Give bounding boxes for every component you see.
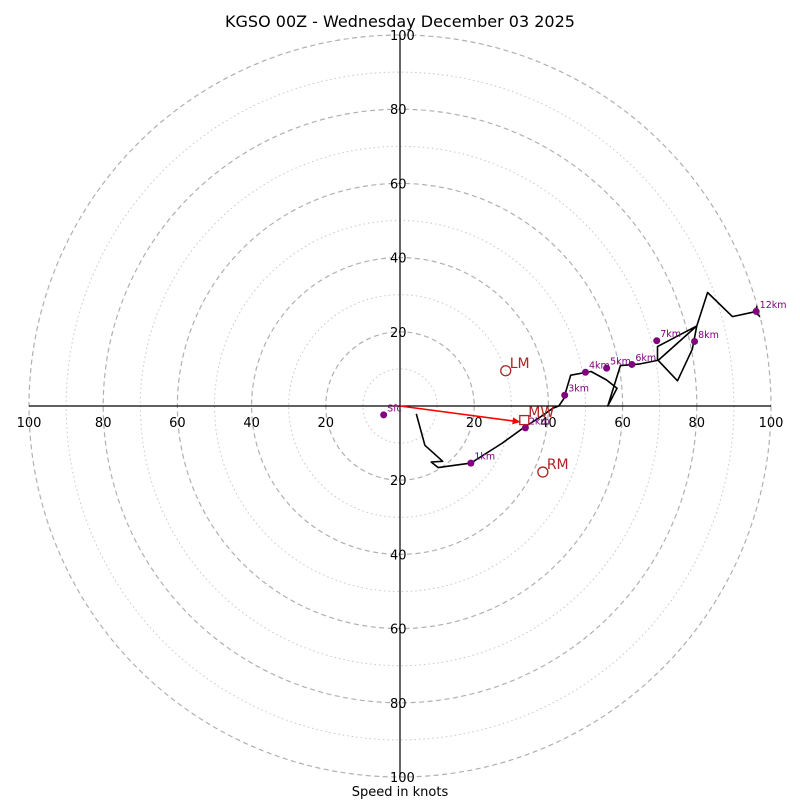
height-label-3km: 3km [568,384,589,395]
y-tick-label: 100 [390,29,415,44]
y-tick-label: 100 [390,771,415,786]
height-label-Sfc: Sfc [387,403,402,414]
height-marker-3km [561,391,569,399]
height-marker-2km [521,424,529,432]
y-tick-label: 20 [390,474,407,489]
shear-vector-line [399,405,521,423]
x-axis-label: Speed in knots [352,785,449,800]
height-marker-1km [467,459,475,467]
y-tick-label: 60 [390,623,407,638]
height-label-8km: 8km [698,330,719,341]
height-label-1km: 1km [474,452,495,463]
storm-motion-label-lm: LM [510,356,530,372]
mean-wind-marker [519,414,530,426]
storm-motion-lm [500,365,512,377]
x-tick-label: 20 [318,416,335,431]
height-label-5km: 5km [610,357,631,368]
x-tick-label: 60 [169,416,186,431]
height-label-2km: 2km [529,416,550,427]
height-label-4km: 4km [589,361,610,372]
storm-motion-label-rm: RM [547,457,569,473]
height-marker-7km [653,337,661,345]
x-tick-label: 60 [614,416,631,431]
y-tick-label: 60 [390,177,407,192]
height-marker-6km [628,360,636,368]
y-tick-label: 80 [390,697,407,712]
y-tick-label: 40 [390,252,407,267]
x-tick-label: 80 [689,416,706,431]
wind-profile-line [415,291,771,469]
x-tick-label: 100 [17,416,42,431]
height-marker-5km [603,364,611,372]
chart-title: KGSO 00Z - Wednesday December 03 2025 [225,12,575,31]
height-markers: Sfc 1km 2km 3km 4km 5km 6km 7km 8km 12km [380,300,787,467]
height-label-12km: 12km [760,300,787,311]
x-tick-label: 20 [466,416,483,431]
height-marker-8km [691,337,699,345]
height-marker-Sfc [380,411,388,419]
x-tick-label: 80 [95,416,112,431]
height-label-6km: 6km [635,353,656,364]
y-tick-label: 80 [390,103,407,118]
height-marker-4km [582,368,589,376]
x-tick-label: 40 [243,416,260,431]
storm-motions: LM RM MW [500,356,569,478]
mean-wind-label: MW [528,405,554,421]
y-tick-label: 20 [390,326,407,341]
x-tick-label: 100 [759,416,784,431]
storm-motion-rm [537,466,549,478]
x-tick-label: 40 [540,416,557,431]
height-label-7km: 7km [660,329,681,340]
height-marker-12km [752,307,760,315]
shear-vector-arrowhead [512,417,521,425]
y-tick-label: 40 [390,548,407,563]
shear-vector-group [399,405,521,425]
tick-labels: 100 80 60 40 20 20 40 60 80 100 100 80 60 40 20 20 40 60 8… [17,29,784,786]
